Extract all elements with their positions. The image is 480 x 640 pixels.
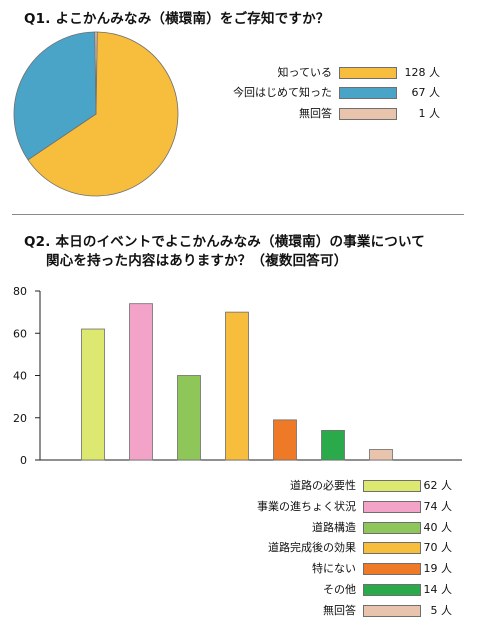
q2-legend-row: 道路構造 40 人 bbox=[0, 520, 452, 536]
q2-legend-count: 74 人 bbox=[423, 499, 453, 513]
q2-legend-swatch bbox=[363, 480, 421, 492]
bar-7 bbox=[369, 449, 393, 461]
q2-title-line-1: Q2. 本日のイベントでよこかんみなみ（横環南）の事業について bbox=[24, 234, 425, 250]
q1-legend-swatch bbox=[339, 87, 397, 99]
q2-legend-swatch bbox=[363, 584, 421, 596]
q2-legend-row: 無回答 5 人 bbox=[0, 603, 452, 619]
bar-1 bbox=[81, 328, 105, 461]
pie-slice-shitteiru bbox=[27, 31, 179, 197]
q2-legend-count: 19 人 bbox=[423, 562, 453, 576]
q1-legend-row: 知っている 128 人 bbox=[0, 65, 440, 81]
q1-legend-swatch bbox=[339, 67, 397, 79]
q2-legend-swatch bbox=[363, 563, 421, 576]
q2-legend-count: 5 人 bbox=[430, 603, 453, 617]
q2-bar-chart: 0 20 40 60 80 bbox=[13, 285, 462, 467]
bar-3 bbox=[177, 375, 201, 461]
bar-6 bbox=[321, 430, 345, 461]
section-divider bbox=[12, 214, 464, 215]
q2-legend-label: 道路の必要性 bbox=[290, 479, 356, 492]
q2-legend-label: その他 bbox=[323, 583, 356, 596]
q2-legend-label: 事業の進ちょく状況 bbox=[257, 499, 356, 513]
q2-legend-count: 62 人 bbox=[423, 479, 453, 492]
q1-legend-label: 今回はじめて知った bbox=[233, 86, 332, 99]
q2-legend-swatch bbox=[363, 500, 421, 513]
q2-legend-label: 無回答 bbox=[323, 603, 356, 617]
q2-legend-label: 道路構造 bbox=[312, 520, 356, 534]
q1-legend-row: 今回はじめて知った 67 人 bbox=[0, 85, 440, 101]
q2-legend-row: 事業の進ちょく状況 74 人 bbox=[0, 499, 452, 515]
y-tick-label: 40 bbox=[13, 370, 27, 383]
q2-legend-swatch bbox=[363, 542, 421, 555]
q1-legend-label: 無回答 bbox=[299, 107, 332, 120]
q2-title-line-2: 関心を持った内容はありますか？（複数回答可） bbox=[46, 253, 348, 269]
y-tick-label: 60 bbox=[13, 327, 27, 340]
q1-legend-row: 無回答 1 人 bbox=[0, 106, 440, 122]
q2-legend-count: 14 人 bbox=[423, 583, 453, 596]
bar-4 bbox=[225, 311, 249, 461]
q2-legend-row: 特にない 19 人 bbox=[0, 561, 452, 577]
pie-slice-hajimete bbox=[13, 31, 97, 161]
q1-legend-count: 1 人 bbox=[418, 107, 441, 120]
bar-5 bbox=[273, 419, 297, 461]
y-tick-label: 20 bbox=[13, 412, 27, 425]
q1-title: Q1. よこかんみなみ（横環南）をご存知ですか？ bbox=[24, 11, 330, 27]
q1-legend-swatch bbox=[339, 108, 397, 120]
q2-legend-row: 道路完成後の効果 70 人 bbox=[0, 540, 452, 556]
y-tick-label: 0 bbox=[20, 454, 27, 467]
q2-legend-swatch bbox=[363, 604, 421, 617]
q2-legend-label: 特にない bbox=[312, 562, 356, 576]
bar-2 bbox=[129, 303, 153, 461]
q2-legend-swatch bbox=[363, 521, 421, 534]
q1-pie-chart bbox=[13, 31, 179, 197]
q2-legend-count: 70 人 bbox=[423, 541, 453, 555]
y-tick-label: 80 bbox=[13, 285, 27, 298]
q2-legend-row: その他 14 人 bbox=[0, 582, 452, 598]
q2-legend-count: 40 人 bbox=[423, 520, 453, 534]
q1-legend-count: 67 人 bbox=[411, 86, 441, 99]
q1-legend-count: 128 人 bbox=[404, 66, 441, 79]
q1-legend-label: 知っている bbox=[277, 66, 332, 79]
q2-legend-label: 道路完成後の効果 bbox=[268, 541, 356, 555]
q2-legend-row: 道路の必要性 62 人 bbox=[0, 478, 452, 494]
